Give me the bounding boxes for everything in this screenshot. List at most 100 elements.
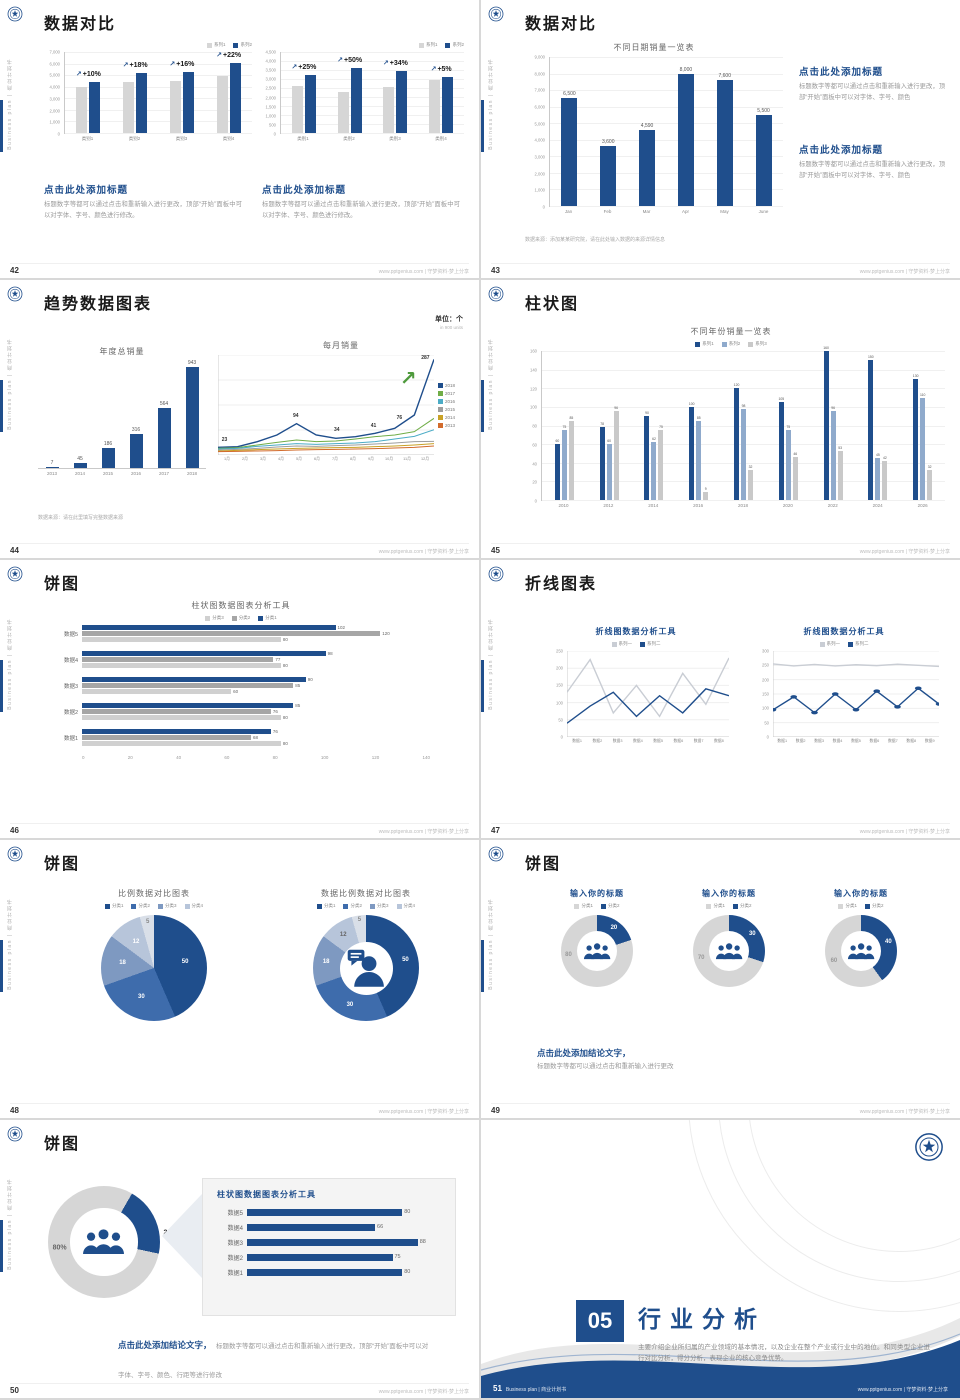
bar-chart-left: 系列1 系列2 7,000 6,000 5,000 4,000 3,000 2,000 1,00… [49, 42, 252, 141]
sidebar-vertical-text: Business plan | 商业计划书 [7, 1178, 13, 1270]
logo-icon [7, 1126, 23, 1142]
text-block: 点击此处添加标题 标题数字等都可以通过点击和重新输入进行更改，顶部“开始”面板中… [799, 142, 945, 181]
slide-footer: 46 www.pptgenius.com | 守梦资料·梦上分享 [10, 823, 469, 835]
slide-50[interactable]: Business plan | 商业计划书 饼图 20% 80% 柱状图数据图表分… [0, 1120, 479, 1398]
conclusion-heading: 点击此处添加结论文字， [118, 1340, 212, 1350]
slide-footer: 50 www.pptgenius.com | 守梦资料·梦上分享 [10, 1383, 469, 1395]
block-body: 标题数字等都可以通过点击和重新输入进行更改，顶部“开始”面板中可以对字体、字号、… [262, 201, 460, 219]
logo-icon [488, 846, 504, 862]
slide-title: 饼图 [525, 856, 562, 873]
text-block: 点击此处添加标题 标题数字等都可以通过点击和重新输入进行更改，顶部“开始”面板中… [262, 182, 460, 221]
section-body: 主要介绍企业所归属的产业领域的基本情况，以及企业在整个产业或行业中的地位。和同类… [638, 1344, 930, 1363]
page-number: 43 [491, 266, 500, 275]
section-block: 05 行业分析 主要介绍企业所归属的产业领域的基本情况，以及企业在整个产业或行业… [576, 1300, 930, 1365]
slide-title: 折线图表 [525, 576, 598, 593]
page-number: 49 [491, 1106, 500, 1115]
slide-footer: 47 www.pptgenius.com | 守梦资料·梦上分享 [491, 823, 950, 835]
left-accent-bar [0, 940, 3, 992]
page-number: 50 [10, 1386, 19, 1395]
unit-label: 单位：个 in 900 units [435, 314, 463, 330]
pie-chart: 比例数据对比图表 分类1 分类2 分类3 分类4 50 30 18 12 5 [64, 888, 244, 1078]
bottom-swoosh [481, 1318, 960, 1398]
line-chart-right: 折线图数据分析工具 系列一 系列二 300 250 200 150 100 50 0 数据1 数据2 数… [749, 626, 939, 766]
block-heading: 点击此处添加标题 [799, 145, 884, 156]
slide-title: 饼图 [44, 856, 81, 873]
logo-icon [7, 286, 23, 302]
donut-chart-2: 输入你的标题 分类1 分类2 30 70 [665, 888, 793, 1038]
grouped-bar-chart: 不同年份销量一览表 系列1 系列2 系列3 160 140 120 100 80 60 40 20 0 6… [517, 326, 945, 526]
logo-icon [7, 846, 23, 862]
slide-47[interactable]: Business plan | 商业计划书 折线图表 折线图数据分析工具 系列一系… [481, 560, 960, 838]
logo-icon [7, 566, 23, 582]
block-body: 标题数字等都可以通过点击和重新输入进行更改，顶部“开始”面板中可以对字体、字号、… [799, 83, 945, 101]
left-accent-bar [481, 100, 484, 152]
slide-46[interactable]: Business plan | 商业计划书 饼图 柱状图数据图表分析工具 分类3 分… [0, 560, 479, 838]
slide-43[interactable]: Business plan | 商业计划书 数据对比 不同日期销量一览表 9,00… [481, 0, 960, 278]
text-block: 点击此处添加标题 标题数字等都可以通过点击和重新输入进行更改，顶部“开始”面板中… [799, 64, 945, 103]
footer-site: www.pptgenius.com | 守梦资料·梦上分享 [859, 1109, 950, 1115]
slide-48[interactable]: Business plan | 商业计划书 饼图 比例数据对比图表 分类1 分类2 分… [0, 840, 479, 1118]
slide-title: 数据对比 [525, 16, 598, 33]
slide-footer: 51 Business plan | 商业计划书 www.pptgenius.co… [493, 1384, 948, 1393]
sidebar-vertical-text: Business plan | 商业计划书 [488, 618, 494, 710]
block-heading: 点击此处添加标题 [44, 185, 129, 196]
annual-bar-chart: 年度总销量 7 45 186 316 564 943 2013 2014 2015 2016 2017… [38, 346, 206, 496]
slide-42[interactable]: Business plan | 商业计划书 数据对比 系列1 系列2 7,000 6,… [0, 0, 479, 278]
footer-site: www.pptgenius.com | 守梦资料·梦上分享 [859, 269, 950, 275]
page-number: 46 [10, 826, 19, 835]
page-brand: 51 Business plan | 商业计划书 [493, 1384, 566, 1393]
data-source: 数据来源：请在此里填写完整数据来源 [38, 515, 124, 521]
footer-site: www.pptgenius.com | 守梦资料·梦上分享 [378, 1389, 469, 1395]
logo-icon [488, 566, 504, 582]
data-source: 数据来源：添加某某研究院，请在此处输入数据的来源详情信息 [525, 237, 666, 243]
block-heading: 点击此处添加标题 [799, 67, 884, 78]
footer-site: www.pptgenius.com | 守梦资料·梦上分享 [859, 549, 950, 555]
sidebar-vertical-text: Business plan | 商业计划书 [488, 338, 494, 430]
sidebar-vertical-text: Business plan | 商业计划书 [7, 58, 13, 150]
page-number: 42 [10, 266, 19, 275]
logo-icon [915, 1133, 943, 1161]
conclusion-body: 标题数字等都可以通过点击和重新输入进行更改 [537, 1063, 674, 1071]
unit-text: 单位：个 [435, 316, 463, 323]
left-accent-bar [0, 100, 3, 152]
footer-site: www.pptgenius.com | 守梦资料·梦上分享 [859, 829, 950, 835]
logo-icon [488, 6, 504, 22]
conclusion-text: 点击此处添加结论文字， 标题数字等都可以通过点击和重新输入进行更改 [537, 1046, 867, 1073]
footer-site: www.pptgenius.com | 守梦资料·梦上分享 [378, 269, 469, 275]
slide-44[interactable]: Business plan | 商业计划书 趋势数据图表 单位：个 in 900… [0, 280, 479, 558]
slide-51[interactable]: 05 行业分析 主要介绍企业所归属的产业领域的基本情况，以及企业在整个产业或行业… [481, 1120, 960, 1398]
line-chart-left: 折线图数据分析工具 系列一 系列二 250 200 150 100 50 0 数据1 数据2 数据3 数… [543, 626, 729, 766]
donut-chart: 数据比例数据对比图表 分类1 分类2 分类3 分类4 50 30 18 12 5 [276, 888, 456, 1078]
slide-45[interactable]: Business plan | 商业计划书 柱状图 不同年份销量一览表 系列1 系列… [481, 280, 960, 558]
slide-title: 饼图 [44, 1136, 81, 1153]
footer-site: www.pptgenius.com | 守梦资料·梦上分享 [378, 829, 469, 835]
block-body: 标题数字等都可以通过点击和重新输入进行更改，顶部“开始”面板中可以对字体、字号、… [44, 201, 242, 219]
sidebar-vertical-text: Business plan | 商业计划书 [7, 618, 13, 710]
slide-49[interactable]: Business plan | 商业计划书 饼图 输入你的标题 分类1 分类2 20 8… [481, 840, 960, 1118]
slide-title: 柱状图 [525, 296, 580, 313]
analysis-panel: 柱状图数据图表分析工具 数据5 80 数据4 66 数据3 88 数据2 75 数据1 80 [202, 1178, 456, 1316]
conclusion-text: 点击此处添加结论文字， 标题数字等都可以通过点击和重新输入进行更改，顶部“开始”… [118, 1330, 434, 1388]
donut-chart-3: 输入你的标题 分类1 分类2 40 60 [797, 888, 925, 1038]
panel-bar-chart: 数据5 80 数据4 66 数据3 88 数据2 75 数据1 80 [227, 1208, 426, 1277]
left-accent-bar [481, 940, 484, 992]
horizontal-bar-chart: 柱状图数据图表分析工具 分类3 分类2 分类1 数据5 102 120 80 数据4 98 77 80… [63, 601, 430, 760]
slide-footer: 45 www.pptgenius.com | 守梦资料·梦上分享 [491, 543, 950, 555]
section-number: 05 [576, 1300, 624, 1342]
left-accent-bar [481, 380, 484, 432]
slide-footer: 49 www.pptgenius.com | 守梦资料·梦上分享 [491, 1103, 950, 1115]
slide-title: 数据对比 [44, 16, 117, 33]
text-block: 点击此处添加标题 标题数字等都可以通过点击和重新输入进行更改，顶部“开始”面板中… [44, 182, 242, 221]
slide-footer: 44 www.pptgenius.com | 守梦资料·梦上分享 [10, 543, 469, 555]
slide-title: 趋势数据图表 [44, 296, 153, 313]
block-body: 标题数字等都可以通过点击和重新输入进行更改，顶部“开始”面板中可以对字体、字号、… [799, 161, 945, 179]
donut-chart: 20% 80% [48, 1180, 178, 1300]
left-accent-bar [0, 1220, 3, 1272]
page-number: 47 [491, 826, 500, 835]
logo-icon [488, 286, 504, 302]
left-accent-bar [0, 380, 3, 432]
page-number: 45 [491, 546, 500, 555]
conclusion-body: 标题数字等都可以通过点击和重新输入进行更改，顶部“开始”面板中可以对字体、字号、… [118, 1343, 429, 1379]
page-number: 44 [10, 546, 19, 555]
